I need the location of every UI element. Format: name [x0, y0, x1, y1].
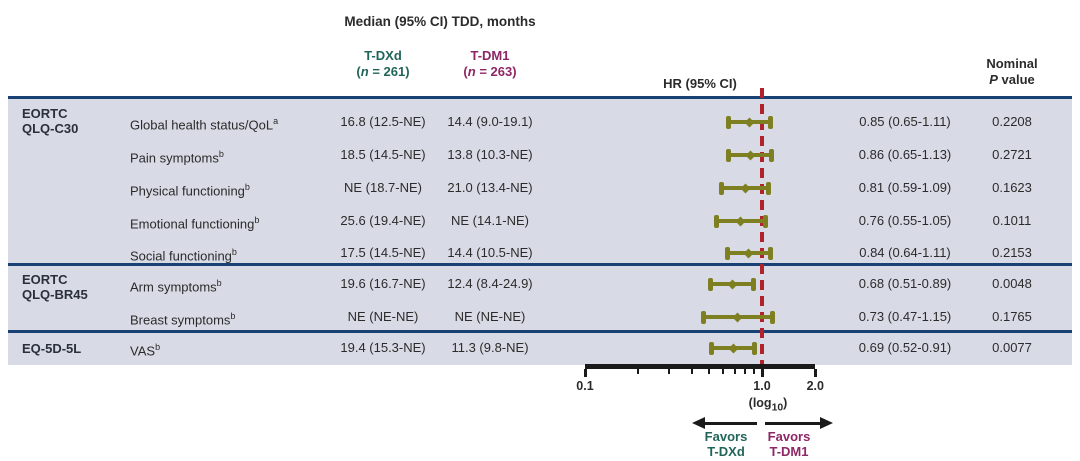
column-header-pvalue: Nominal P value [986, 56, 1038, 87]
tdxd-median-cell: NE (NE-NE) [347, 309, 419, 324]
favors-left-arrow-head-icon [692, 417, 705, 429]
tdxd-median-cell: 19.4 (15.3-NE) [340, 340, 426, 355]
tdxd-label: T-DXd [364, 48, 402, 63]
tdm1-median-cell: 12.4 (8.4-24.9) [447, 276, 533, 291]
favors-right-arrow-head-icon [820, 417, 833, 429]
major-tick [584, 369, 587, 377]
horizontal-rule-1 [8, 96, 1072, 99]
tdxd-n-count: (n = 261) [356, 64, 410, 79]
minor-tick [637, 369, 640, 374]
minor-tick [668, 369, 671, 374]
p-value-cell: 0.1623 [992, 180, 1032, 195]
group-label: EQ-5D-5L [22, 341, 82, 356]
tdm1-label: T-DM1 [470, 48, 510, 63]
minor-tick [752, 369, 755, 374]
minor-tick [707, 369, 710, 374]
ci-cap-low [726, 148, 732, 162]
ci-cap-high [767, 115, 773, 129]
p-value-cell: 0.0048 [992, 276, 1032, 291]
minor-tick [743, 369, 746, 374]
tdxd-median-cell: 19.6 (16.7-NE) [340, 276, 426, 291]
major-tick [761, 369, 764, 377]
p-value-cell: 0.2153 [992, 245, 1032, 260]
tdxd-median-cell: 18.5 (14.5-NE) [340, 147, 426, 162]
group-band-3 [8, 333, 1072, 365]
column-header-tdxd: T-DXd (n = 261) [356, 48, 409, 80]
endpoint-label: VASb [130, 342, 161, 359]
endpoint-label: Global health status/QoLa [130, 116, 279, 133]
tdm1-n-count: (n = 263) [463, 64, 517, 79]
favors-left-arrow-line [700, 422, 757, 425]
group-label: EORTC QLQ-BR45 [22, 272, 88, 302]
column-header-hr: HR (95% CI) [663, 76, 737, 91]
ci-cap-low [713, 214, 719, 228]
x-axis-line [585, 364, 815, 369]
reference-line-hr1 [760, 88, 764, 366]
minor-tick [690, 369, 693, 374]
ci-cap-high [752, 341, 758, 355]
tdm1-median-cell: 21.0 (13.4-NE) [447, 180, 533, 195]
group-label: EORTC QLQ-C30 [22, 106, 79, 136]
column-header-tdm1: T-DM1 (n = 263) [463, 48, 516, 80]
hr-ci-cell: 0.68 (0.51-0.89) [858, 276, 952, 291]
horizontal-rule-3 [8, 330, 1072, 333]
tick-label: 0.1 [576, 379, 594, 393]
endpoint-label: Physical functioningb [130, 182, 250, 199]
tdm1-median-cell: NE (NE-NE) [454, 309, 526, 324]
ci-cap-low [707, 277, 713, 291]
tdm1-median-cell: 14.4 (9.0-19.1) [447, 114, 533, 129]
major-tick [814, 369, 818, 377]
favors-tdxd-label: Favors T-DXd [704, 429, 748, 459]
x-axis-scale-label: (log10) [748, 396, 788, 414]
hr-ci-cell: 0.84 (0.64-1.11) [859, 245, 951, 260]
endpoint-label: Pain symptomsb [130, 149, 224, 166]
ci-cap-low [718, 181, 724, 195]
favors-tdm1-label: Favors T-DM1 [767, 429, 811, 459]
tdxd-median-cell: 17.5 (14.5-NE) [340, 245, 426, 260]
tick-label: 2.0 [806, 379, 824, 393]
ci-cap-high [763, 214, 769, 228]
endpoint-label: Breast symptomsb [130, 311, 236, 328]
tdm1-median-cell: 13.8 (10.3-NE) [447, 147, 533, 162]
ci-cap-low [701, 310, 707, 324]
figure-title: Median (95% CI) TDD, months [344, 14, 536, 29]
p-value-cell: 0.1765 [992, 309, 1032, 324]
p-value-cell: 0.2721 [992, 147, 1032, 162]
tdxd-median-cell: NE (18.7-NE) [343, 180, 423, 195]
hr-ci-cell: 0.85 (0.65-1.11) [859, 114, 951, 129]
p-value-cell: 0.2208 [992, 114, 1032, 129]
group-band-2 [8, 266, 1072, 330]
ci-cap-low [726, 115, 732, 129]
horizontal-rule-2 [8, 263, 1072, 266]
minor-tick [733, 369, 736, 374]
p-value-cell: 0.0077 [992, 340, 1032, 355]
tdxd-median-cell: 25.6 (19.4-NE) [340, 213, 426, 228]
minor-tick [721, 369, 724, 374]
ci-cap-high [766, 181, 772, 195]
endpoint-label: Arm symptomsb [130, 278, 222, 295]
hr-ci-cell: 0.73 (0.47-1.15) [858, 309, 952, 324]
hr-ci-cell: 0.86 (0.65-1.13) [858, 147, 952, 162]
favors-right-arrow-line [765, 422, 822, 425]
ci-cap-high [770, 310, 776, 324]
tdm1-median-cell: 11.3 (9.8-NE) [451, 340, 529, 355]
ci-cap-low [725, 246, 731, 260]
hr-ci-cell: 0.81 (0.59-1.09) [858, 180, 952, 195]
tick-label: 1.0 [753, 379, 771, 393]
tdm1-median-cell: 14.4 (10.5-NE) [447, 245, 533, 260]
hr-ci-cell: 0.69 (0.52-0.91) [858, 340, 952, 355]
tdxd-median-cell: 16.8 (12.5-NE) [340, 114, 426, 129]
p-value-cell: 0.1011 [992, 213, 1032, 228]
endpoint-label: Social functioningb [130, 247, 237, 264]
ci-cap-high [750, 277, 756, 291]
group-band-1 [8, 99, 1072, 263]
ci-cap-high [768, 148, 774, 162]
ci-cap-low [709, 341, 715, 355]
ci-cap-high [767, 246, 773, 260]
endpoint-label: Emotional functioningb [130, 215, 260, 232]
tdm1-median-cell: NE (14.1-NE) [450, 213, 530, 228]
hr-ci-cell: 0.76 (0.55-1.05) [858, 213, 952, 228]
